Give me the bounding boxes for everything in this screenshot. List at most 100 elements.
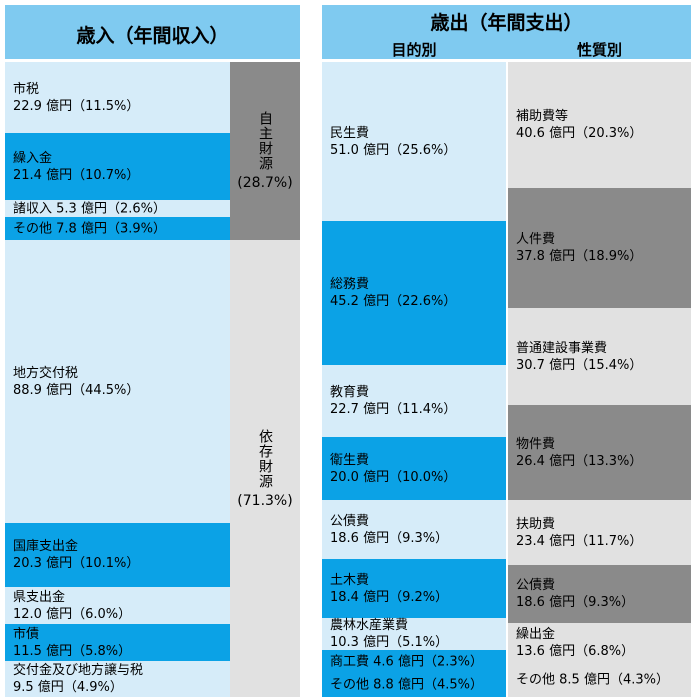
item-name: 繰出金 [516, 626, 556, 642]
table-cell: 市債 11.5 億円（5.8%） [5, 624, 230, 661]
item-name: その他 [516, 672, 556, 687]
cell-text: 民生費 51.0 億円（25.6%） [330, 125, 504, 159]
item-name: 公債費 [516, 578, 556, 593]
cell-text: 繰入金 21.4 億円（10.7%） [13, 150, 228, 184]
item-percent: （2.3%） [423, 654, 483, 669]
cell-text: 公債費 18.6 億円（9.3%） [516, 577, 689, 611]
item-amount: 37.8 億円 [516, 249, 576, 264]
item-name: 補助費等 [516, 109, 569, 124]
item-amount: 20.0 億円 [330, 469, 390, 485]
item-name: 公債費 [330, 513, 370, 529]
group-percent: (28.7%) [237, 175, 293, 191]
item-percent: （11.7%） [575, 533, 643, 549]
table-cell: 人件費 37.8 億円（18.9%） [508, 188, 691, 308]
table-cell: 市税 22.9 億円（11.5%） [5, 62, 230, 133]
source-group: 依存財源 (71.3%) [230, 240, 300, 697]
item-name: 市債 [13, 626, 40, 642]
table-cell: 補助費等 40.6 億円（20.3%） [508, 62, 691, 188]
cell-text: 普通建設事業費 30.7 億円（15.4%） [516, 340, 689, 374]
item-name: 交付金及び地方譲与税 [13, 663, 144, 678]
item-name: 土木費 [330, 572, 370, 588]
item-percent: （15.4%） [575, 357, 643, 373]
cell-text: 総務費 45.2 億円（22.6%） [330, 276, 504, 310]
table-cell: 諸収入 5.3 億円（2.6%） [5, 200, 230, 217]
item-amount: 88.9 億円 [13, 382, 73, 398]
group-label: 自主財源 [257, 111, 273, 171]
item-percent: （25.6%） [389, 142, 457, 158]
item-percent: （4.9%） [63, 680, 123, 695]
table-cell: 総務費 45.2 億円（22.6%） [322, 221, 506, 365]
item-amount: 40.6 億円 [516, 126, 576, 141]
table-cell: 物件費 26.4 億円（13.3%） [508, 405, 691, 500]
item-percent: （11.4%） [389, 402, 457, 417]
cell-text: 人件費 37.8 億円（18.9%） [516, 231, 689, 265]
item-amount: 18.6 億円 [516, 595, 576, 610]
item-name: 扶助費 [516, 516, 556, 532]
item-amount: 9.5 億円 [13, 680, 64, 695]
cell-text: 交付金及び地方譲与税 9.5 億円（4.9%） [13, 662, 228, 696]
item-name: 物件費 [516, 436, 556, 452]
item-name: 農林水産業費 [330, 618, 409, 633]
item-name: 総務費 [330, 277, 370, 292]
table-cell: 土木費 18.4 億円（9.2%） [322, 559, 506, 618]
cell-text: 国庫支出金 20.3 億円（10.1%） [13, 538, 228, 572]
expenditure-title: 歳出（年間支出） [430, 12, 583, 34]
table-cell: 県支出金 12.0 億円（6.0%） [5, 587, 230, 624]
item-amount: 5.3 億円 [56, 201, 107, 216]
table-cell: 扶助費 23.4 億円（11.7%） [508, 500, 691, 565]
item-percent: （9.3%） [575, 595, 635, 610]
table-cell: 民生費 51.0 億円（25.6%） [322, 62, 506, 221]
item-amount: 51.0 億円 [330, 142, 390, 158]
item-percent: （6.8%） [575, 643, 635, 659]
cell-text: その他 8.8 億円（4.5%） [330, 677, 504, 694]
table-cell: 商工費 4.6 億円（2.3%） [322, 650, 506, 673]
cell-text: 土木費 18.4 億円（9.2%） [330, 572, 504, 606]
item-percent: （10.7%） [72, 167, 140, 183]
item-amount: 22.9 億円 [13, 98, 73, 114]
item-name: 民生費 [330, 125, 370, 141]
item-amount: 13.6 億円 [516, 643, 576, 659]
table-cell: 公債費 18.6 億円（9.3%） [322, 500, 506, 559]
item-amount: 21.4 億円 [13, 167, 73, 183]
item-name: 諸収入 [13, 201, 53, 216]
item-amount: 18.6 億円 [330, 530, 390, 546]
item-amount: 7.8 億円 [56, 221, 107, 236]
revenue-header: 歳入（年間収入） [5, 5, 300, 59]
item-amount: 11.5 億円 [13, 643, 73, 659]
cell-text: 市税 22.9 億円（11.5%） [13, 81, 228, 115]
item-percent: （4.5%） [423, 677, 483, 693]
cell-text: 物件費 26.4 億円（13.3%） [516, 436, 689, 470]
item-percent: （18.9%） [575, 249, 643, 264]
item-name: 教育費 [330, 385, 370, 400]
item-percent: （5.1%） [389, 635, 449, 650]
cell-text: 教育費 22.7 億円（11.4%） [330, 384, 504, 418]
item-percent: （4.3%） [609, 672, 669, 687]
table-cell: 公債費 18.6 億円（9.3%） [508, 565, 691, 623]
table-cell: 普通建設事業費 30.7 億円（15.4%） [508, 308, 691, 405]
table-cell: 衛生費 20.0 億円（10.0%） [322, 437, 506, 500]
table-cell: その他 7.8 億円（3.9%） [5, 217, 230, 240]
item-percent: （20.3%） [575, 126, 643, 141]
item-percent: （10.1%） [72, 556, 140, 571]
item-amount: 8.5 億円 [559, 672, 610, 687]
item-name: その他 [330, 677, 370, 693]
item-name: 普通建設事業費 [516, 340, 608, 356]
cell-text: 衛生費 20.0 億円（10.0%） [330, 452, 504, 486]
item-percent: （22.6%） [389, 294, 457, 309]
item-name: 衛生費 [330, 452, 370, 468]
item-amount: 23.4 億円 [516, 533, 576, 549]
cell-text: 県支出金 12.0 億円（6.0%） [13, 589, 228, 623]
item-name: 県支出金 [13, 589, 66, 605]
item-name: 国庫支出金 [13, 539, 79, 554]
cell-text: 繰出金 13.6 億円（6.8%） [516, 626, 689, 660]
item-amount: 22.7 億円 [330, 402, 390, 417]
item-percent: （9.2%） [389, 589, 449, 605]
item-amount: 20.3 億円 [13, 556, 73, 571]
revenue-title: 歳入（年間収入） [76, 25, 229, 47]
item-amount: 12.0 億円 [13, 606, 73, 622]
item-amount: 18.4 億円 [330, 589, 390, 605]
cell-text: 扶助費 23.4 億円（11.7%） [516, 516, 689, 550]
item-percent: （11.5%） [72, 98, 140, 114]
table-cell: 繰入金 21.4 億円（10.7%） [5, 133, 230, 200]
item-name: その他 [13, 221, 53, 236]
